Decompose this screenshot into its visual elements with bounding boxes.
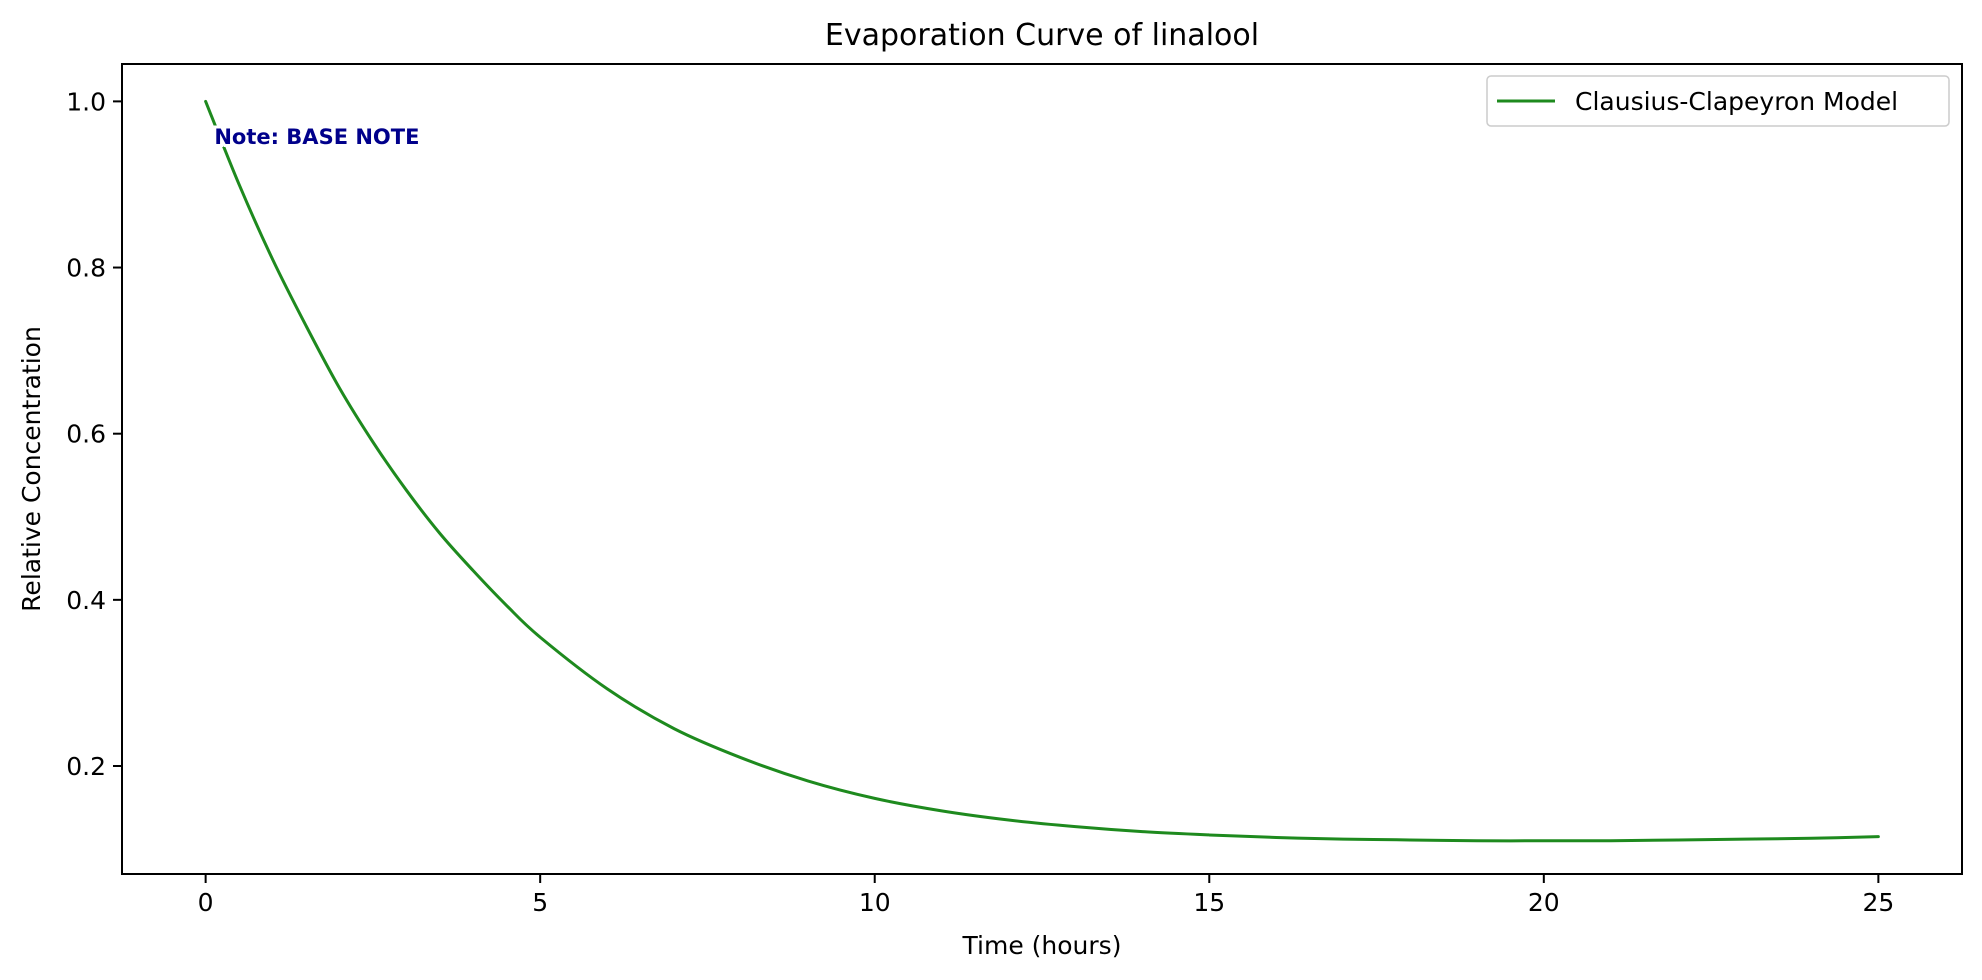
series-line-clausius-clapeyron (204, 99, 1880, 843)
y-axis: 0.2 0.4 0.6 0.8 1.0 (66, 87, 122, 781)
x-tick-label: 0 (198, 888, 214, 917)
note-annotation: Note: BASE NOTE (214, 125, 419, 149)
y-axis-label: Relative Concentration (17, 326, 46, 612)
x-tick-label: 15 (1193, 888, 1225, 917)
y-tick-label: 1.0 (66, 87, 106, 116)
x-tick-label: 5 (532, 888, 548, 917)
y-tick-label: 0.8 (66, 254, 106, 283)
legend-box (1486, 75, 1950, 127)
y-tick-label: 0.4 (66, 586, 106, 615)
chart-title: Evaporation Curve of linalool (825, 18, 1259, 53)
plot-area: Note: BASE NOTE (121, 63, 1963, 875)
y-tick-label: 0.6 (66, 420, 106, 449)
x-axis-label: Time (hours) (962, 931, 1122, 960)
x-axis: 0 5 10 15 20 25 (198, 874, 1894, 917)
y-tick-label: 0.2 (66, 752, 106, 781)
plot-frame (121, 63, 1963, 875)
x-tick-label: 25 (1862, 888, 1894, 917)
x-tick-label: 20 (1528, 888, 1560, 917)
x-tick-label: 10 (859, 888, 891, 917)
series-layer (204, 99, 1880, 843)
legend: Clausius-Clapeyron Model (1486, 75, 1950, 127)
legend-series-label: Clausius-Clapeyron Model (1575, 87, 1898, 116)
